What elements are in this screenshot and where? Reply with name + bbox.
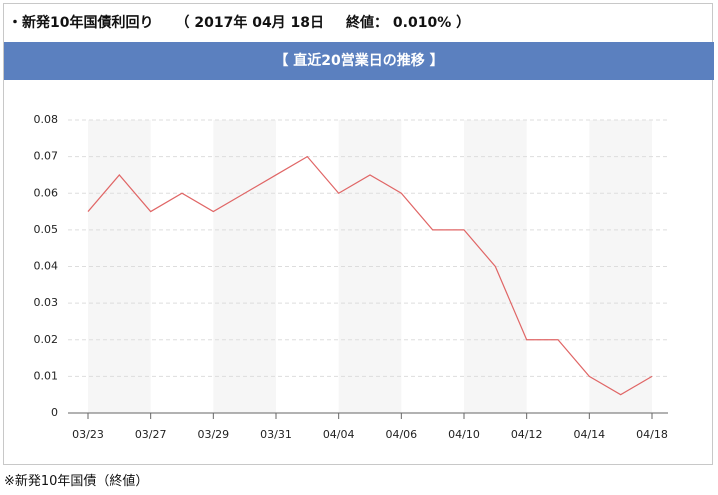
chart-title: 【 直近20営業日の推移 】 (4, 42, 714, 80)
x-tick-label: 04/04 (323, 428, 355, 441)
plot-band (589, 120, 652, 413)
header-date: （ 2017年 04月 18日 (175, 15, 325, 31)
y-tick-label: 0.02 (34, 333, 59, 346)
line (87, 155, 653, 396)
y-tick-label: 0.01 (34, 369, 59, 382)
x-tick-label: 04/06 (385, 428, 417, 441)
x-tick-label: 04/14 (573, 428, 605, 441)
x-tick-label: 03/29 (197, 428, 229, 441)
y-tick-label: 0.06 (34, 186, 59, 199)
x-tick-label: 03/23 (72, 428, 104, 441)
y-tick-label: 0.08 (34, 113, 59, 126)
panel (3, 3, 713, 465)
header-title: ・新発10年国債利回り (8, 15, 154, 31)
header-close: 終値： 0.010% ） (346, 15, 471, 31)
y-tick-label: 0.05 (34, 223, 59, 236)
y-tick-label: 0.03 (34, 296, 59, 309)
y-tick-label: 0.04 (34, 260, 59, 273)
footnote: ※新発10年国債（終値） (4, 474, 149, 489)
y-tick-label: 0 (51, 406, 58, 419)
x-tick-label: 03/27 (135, 428, 167, 441)
header: ・新発10年国債利回り （ 2017年 04月 18日 終値： 0.010% ） (8, 12, 492, 32)
x-tick-label: 04/10 (448, 428, 480, 441)
y-tick-label: 0.07 (34, 150, 59, 163)
x-tick-label: 04/18 (636, 428, 668, 441)
x-tick-label: 03/31 (260, 428, 292, 441)
x-tick-label: 04/12 (511, 428, 543, 441)
